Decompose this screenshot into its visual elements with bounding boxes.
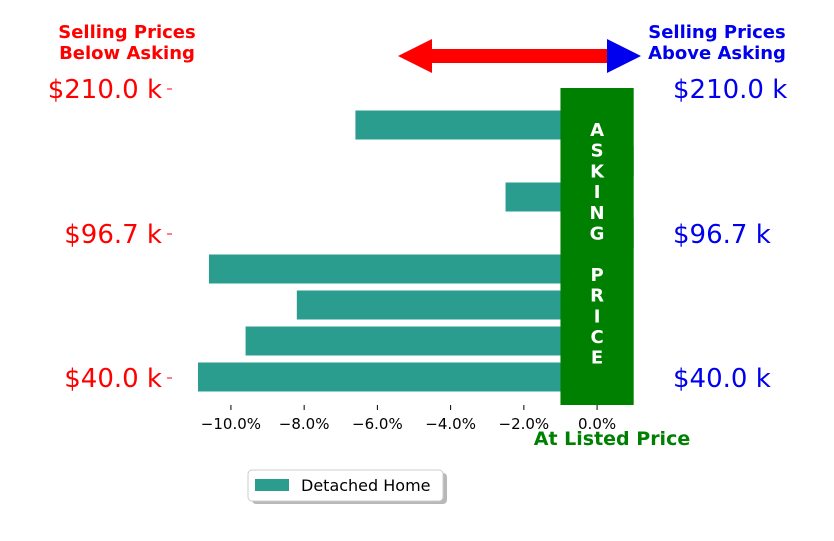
left-arrow-head	[398, 39, 432, 73]
bar	[245, 326, 598, 356]
asking-price-letter: P	[590, 265, 603, 286]
left-price-label: $210.0 k	[48, 75, 162, 105]
red-arrow-shaft	[430, 49, 612, 63]
x-tick-label: 0.0%	[578, 415, 616, 433]
legend-box	[247, 469, 444, 502]
below-asking-label: Below Asking	[59, 43, 195, 64]
x-tick-label: −8.0%	[279, 415, 330, 433]
asking-price-letter: S	[591, 141, 604, 162]
bar	[197, 362, 598, 392]
left-price-labels: $210.0 k $96.7 k $40.0 k	[48, 75, 172, 394]
at-listed-price-label: At Listed Price	[534, 428, 690, 450]
above-asking-label: Selling Prices	[648, 22, 785, 43]
asking-price-letter: E	[591, 348, 603, 369]
asking-price-letter: R	[590, 286, 604, 307]
bar	[296, 290, 598, 320]
right-price-label: $210.0 k	[673, 75, 787, 105]
asking-price-box	[560, 88, 634, 405]
legend-label: Detached Home	[301, 476, 431, 495]
above-asking-label: Above Asking	[648, 43, 786, 64]
x-tick-label: −10.0%	[201, 415, 261, 433]
right-arrow-head	[607, 39, 641, 73]
x-tick-label: −2.0%	[499, 415, 550, 433]
asking-price-letter: A	[590, 120, 604, 141]
asking-price-letter: K	[590, 161, 605, 182]
bar	[208, 254, 598, 284]
bar	[355, 110, 598, 140]
left-price-label: $96.7 k	[64, 220, 162, 250]
asking-price-letter: I	[594, 306, 601, 327]
asking-price-letter: N	[590, 203, 605, 224]
legend-swatch	[255, 479, 289, 491]
right-price-label: $40.0 k	[673, 364, 771, 394]
asking-price-letter: G	[590, 224, 605, 245]
asking-price-letter: C	[590, 327, 603, 348]
asking-price-letter: I	[594, 182, 601, 203]
left-price-label: $40.0 k	[64, 364, 162, 394]
x-axis: −10.0% −8.0% −6.0% −4.0% −2.0% 0.0%	[201, 405, 616, 433]
x-tick-label: −4.0%	[425, 415, 476, 433]
right-price-label: $96.7 k	[673, 220, 771, 250]
legend: Detached Home	[247, 469, 447, 504]
x-tick-label: −6.0%	[352, 415, 403, 433]
right-price-labels: $210.0 k $96.7 k $40.0 k	[673, 75, 787, 394]
below-asking-label: Selling Prices	[58, 22, 195, 43]
